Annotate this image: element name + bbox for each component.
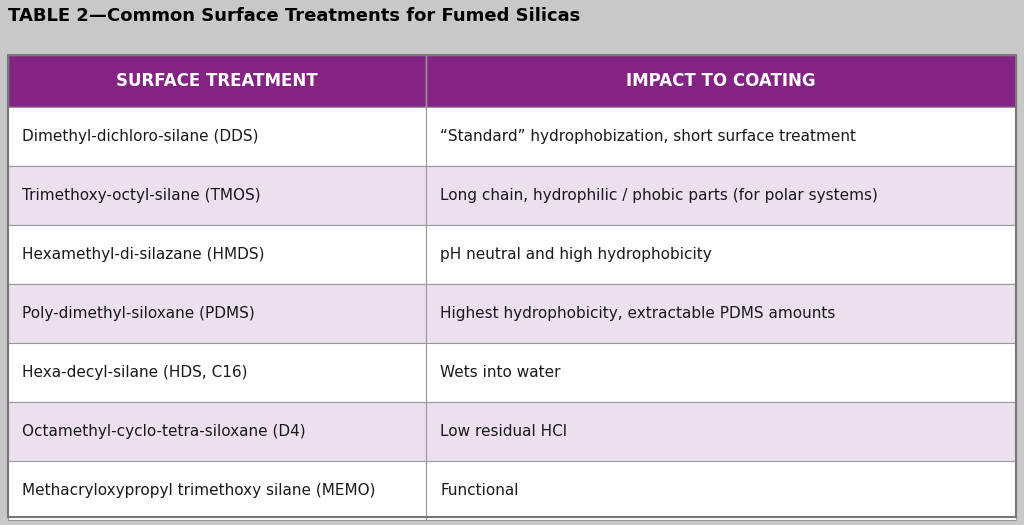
Text: IMPACT TO COATING: IMPACT TO COATING: [627, 72, 816, 90]
Text: Functional: Functional: [440, 483, 519, 498]
Text: SURFACE TREATMENT: SURFACE TREATMENT: [117, 72, 318, 90]
Bar: [426, 55, 1016, 107]
Bar: [8, 343, 426, 402]
Bar: [426, 284, 1016, 343]
Text: Poly-dimethyl-siloxane (PDMS): Poly-dimethyl-siloxane (PDMS): [22, 306, 255, 321]
Bar: [8, 402, 426, 461]
Bar: [426, 402, 1016, 461]
Bar: [426, 225, 1016, 284]
Text: Long chain, hydrophilic / phobic parts (for polar systems): Long chain, hydrophilic / phobic parts (…: [440, 188, 879, 203]
Text: “Standard” hydrophobization, short surface treatment: “Standard” hydrophobization, short surfa…: [440, 129, 856, 144]
Bar: [426, 461, 1016, 520]
Bar: [8, 107, 426, 166]
Text: Low residual HCl: Low residual HCl: [440, 424, 567, 439]
Bar: [8, 166, 426, 225]
Text: Wets into water: Wets into water: [440, 365, 561, 380]
Text: pH neutral and high hydrophobicity: pH neutral and high hydrophobicity: [440, 247, 712, 262]
Bar: [8, 461, 426, 520]
Bar: [426, 343, 1016, 402]
Text: TABLE 2—Common Surface Treatments for Fumed Silicas: TABLE 2—Common Surface Treatments for Fu…: [8, 7, 581, 25]
Text: Hexa-decyl-silane (HDS, C16): Hexa-decyl-silane (HDS, C16): [22, 365, 248, 380]
Bar: [8, 225, 426, 284]
Text: Methacryloxypropyl trimethoxy silane (MEMO): Methacryloxypropyl trimethoxy silane (ME…: [22, 483, 376, 498]
Text: Octamethyl-cyclo-tetra-siloxane (D4): Octamethyl-cyclo-tetra-siloxane (D4): [22, 424, 305, 439]
Text: Highest hydrophobicity, extractable PDMS amounts: Highest hydrophobicity, extractable PDMS…: [440, 306, 836, 321]
Bar: [8, 55, 426, 107]
Text: Dimethyl-dichloro-silane (DDS): Dimethyl-dichloro-silane (DDS): [22, 129, 258, 144]
Bar: [8, 55, 1016, 517]
Bar: [426, 107, 1016, 166]
Text: Trimethoxy-octyl-silane (TMOS): Trimethoxy-octyl-silane (TMOS): [22, 188, 261, 203]
Text: Hexamethyl-di-silazane (HMDS): Hexamethyl-di-silazane (HMDS): [22, 247, 264, 262]
Bar: [426, 166, 1016, 225]
Bar: [8, 284, 426, 343]
